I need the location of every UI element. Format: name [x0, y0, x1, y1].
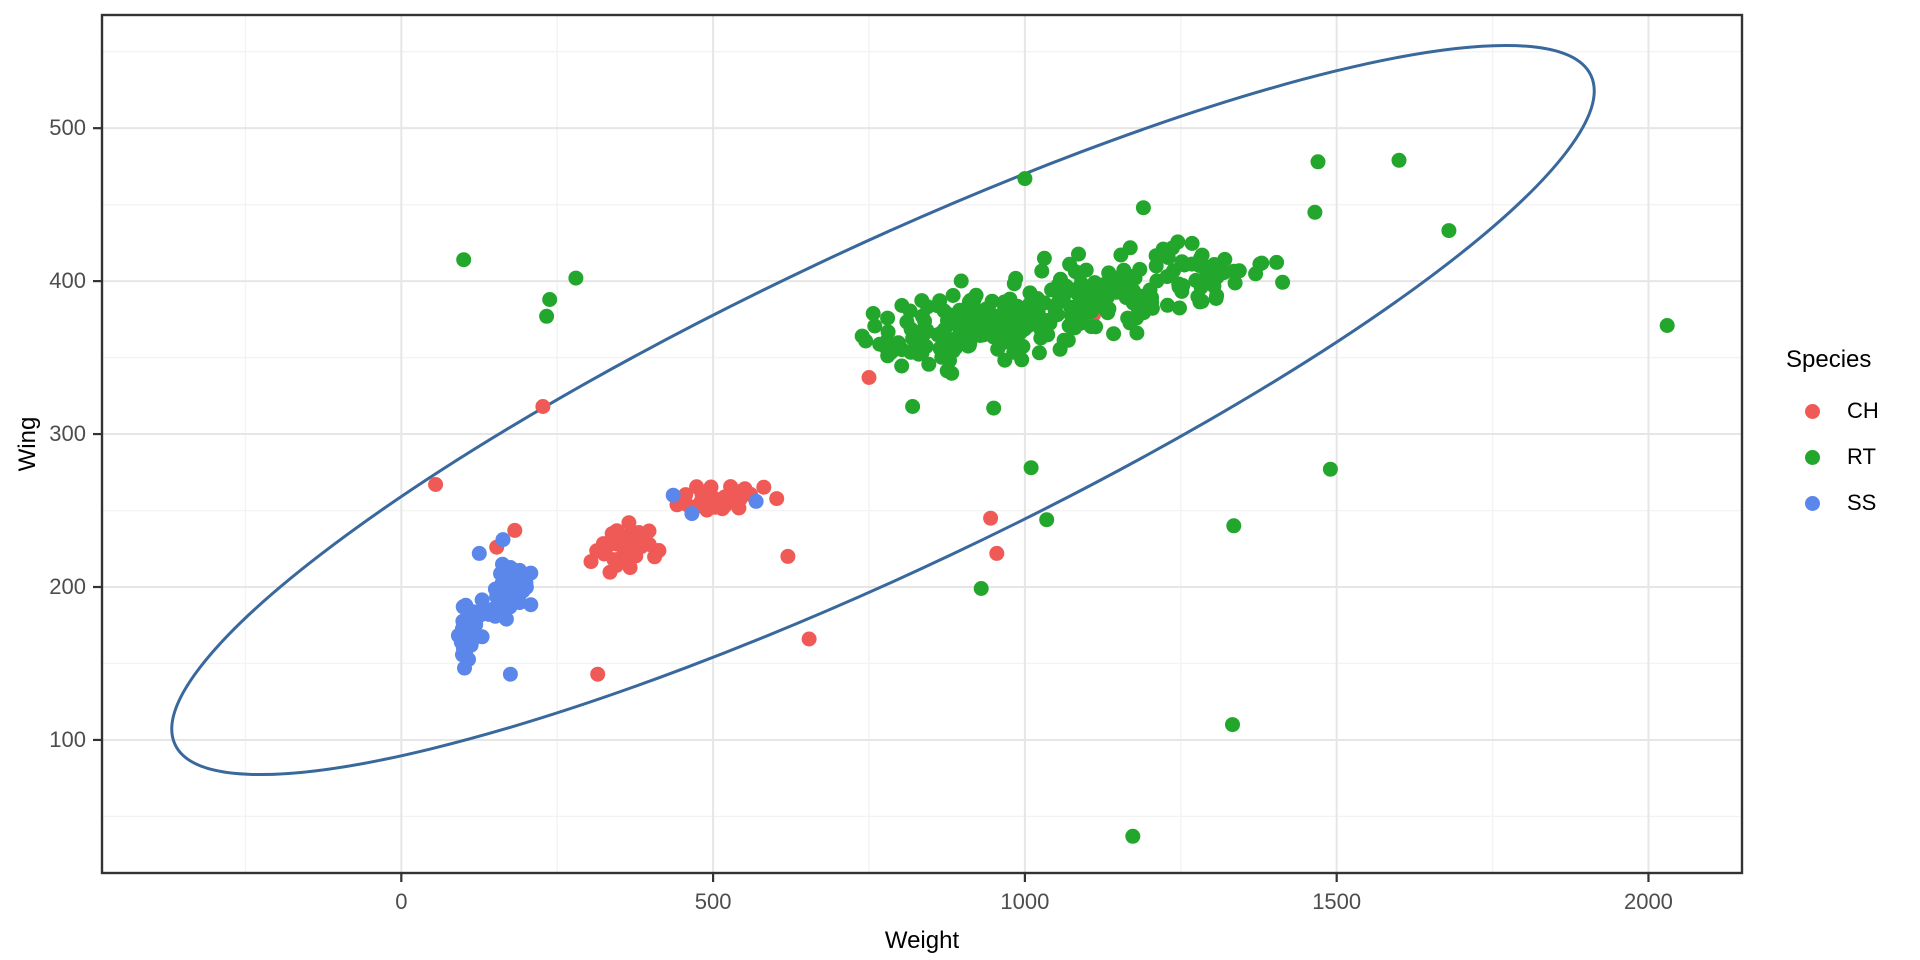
legend-label: RT — [1847, 444, 1876, 469]
x-tick-label: 0 — [395, 889, 408, 914]
ch-points-layer — [428, 307, 1101, 682]
legend-dot-ss — [1805, 495, 1820, 511]
major-gridlines — [102, 15, 1742, 873]
rt-points-layer — [456, 152, 1675, 844]
y-tick-label: 400 — [49, 268, 86, 294]
x-tick-label: 1000 — [1000, 889, 1050, 914]
x-tick-label: 1500 — [1312, 889, 1362, 914]
confidence-ellipse — [170, 43, 1596, 777]
legend-item-ss: SS — [1760, 480, 1879, 526]
legend-dot-ch — [1805, 403, 1820, 419]
legend: Species CH RT SS — [1760, 346, 1879, 526]
x-axis-title: Weight — [884, 927, 960, 954]
ss-points-layer — [450, 487, 764, 682]
axis-tick-marks — [93, 127, 1650, 882]
y-tick-label: 500 — [49, 115, 86, 141]
legend-item-ch: CH — [1760, 388, 1879, 434]
legend-title: Species — [1786, 346, 1872, 373]
legend-label: SS — [1847, 490, 1877, 515]
y-axis-title: Wing — [14, 416, 41, 472]
panel-background — [102, 15, 1742, 873]
legend-items: CH RT SS — [1760, 388, 1879, 526]
legend-item-rt: RT — [1760, 434, 1879, 480]
legend-label: CH — [1847, 398, 1879, 423]
panel-border — [100, 13, 1744, 875]
y-tick-label: 100 — [49, 726, 86, 752]
y-tick-label: 200 — [49, 574, 86, 599]
legend-dot-rt — [1805, 449, 1820, 465]
x-tick-label: 500 — [694, 889, 732, 914]
y-tick-label: 300 — [49, 421, 86, 447]
x-tick-label: 2000 — [1623, 889, 1673, 914]
